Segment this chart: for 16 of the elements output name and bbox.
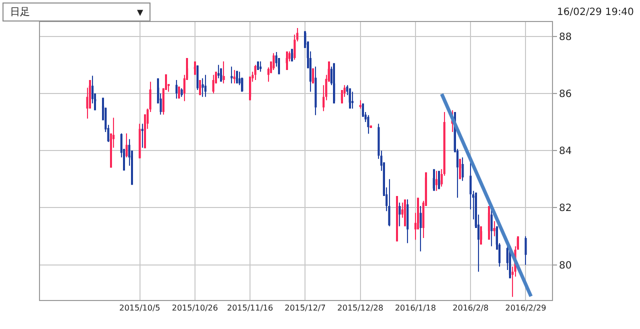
x-tick-label: 2015/11/16 xyxy=(226,304,274,313)
x-tick-label: 2015/12/28 xyxy=(337,304,384,313)
y-tick-label: 88 xyxy=(559,32,572,43)
x-tick-label: 2015/12/7 xyxy=(284,304,326,313)
y-tick-label: 86 xyxy=(559,88,572,100)
x-tick-label: 2016/1/18 xyxy=(394,304,436,313)
x-tick-label: 2015/10/5 xyxy=(119,304,160,313)
x-tick-label: 2016/2/8 xyxy=(452,304,489,313)
text: 16/02/29 19:40 xyxy=(557,7,634,18)
y-tick-label: 80 xyxy=(559,260,572,272)
y-tick-label: 84 xyxy=(559,146,572,158)
y-tick-label: 82 xyxy=(559,203,572,214)
x-tick-label: 2015/10/26 xyxy=(172,304,218,313)
x-tick-label: 2016/2/29 xyxy=(505,304,546,313)
text: ▼ xyxy=(137,8,144,17)
text: 日足 xyxy=(10,7,30,18)
